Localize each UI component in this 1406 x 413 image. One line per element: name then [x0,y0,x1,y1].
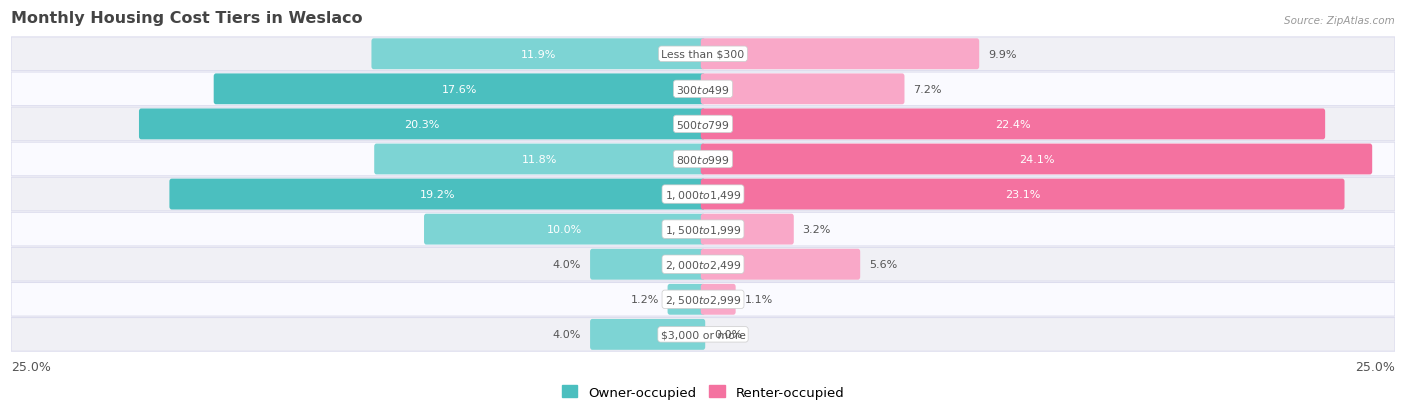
FancyBboxPatch shape [11,248,1395,281]
Text: 20.3%: 20.3% [405,120,440,130]
FancyBboxPatch shape [11,38,1395,71]
Text: 5.6%: 5.6% [869,260,897,270]
Text: 19.2%: 19.2% [419,190,456,199]
FancyBboxPatch shape [700,214,794,245]
FancyBboxPatch shape [425,214,706,245]
Text: $1,000 to $1,499: $1,000 to $1,499 [665,188,741,201]
FancyBboxPatch shape [11,283,1395,316]
FancyBboxPatch shape [591,319,706,350]
FancyBboxPatch shape [11,108,1395,141]
Legend: Owner-occupied, Renter-occupied: Owner-occupied, Renter-occupied [557,380,849,404]
FancyBboxPatch shape [11,318,1395,351]
Text: 9.9%: 9.9% [988,50,1017,59]
Text: $3,000 or more: $3,000 or more [661,330,745,339]
Text: $300 to $499: $300 to $499 [676,84,730,95]
FancyBboxPatch shape [668,284,706,315]
Text: 1.2%: 1.2% [630,294,659,304]
Text: 1.1%: 1.1% [745,294,773,304]
FancyBboxPatch shape [700,74,904,105]
Text: $2,000 to $2,499: $2,000 to $2,499 [665,258,741,271]
Text: $1,500 to $1,999: $1,500 to $1,999 [665,223,741,236]
Text: 25.0%: 25.0% [1355,360,1395,373]
Text: Less than $300: Less than $300 [661,50,745,59]
Text: 25.0%: 25.0% [11,360,51,373]
Text: Source: ZipAtlas.com: Source: ZipAtlas.com [1284,16,1395,26]
FancyBboxPatch shape [591,249,706,280]
FancyBboxPatch shape [169,179,706,210]
FancyBboxPatch shape [11,213,1395,247]
Text: 11.9%: 11.9% [520,50,555,59]
FancyBboxPatch shape [700,109,1324,140]
FancyBboxPatch shape [139,109,706,140]
FancyBboxPatch shape [700,179,1344,210]
Text: $500 to $799: $500 to $799 [676,119,730,131]
Text: 23.1%: 23.1% [1005,190,1040,199]
Text: 7.2%: 7.2% [914,85,942,95]
Text: 3.2%: 3.2% [803,225,831,235]
FancyBboxPatch shape [11,73,1395,107]
FancyBboxPatch shape [374,144,706,175]
Text: Monthly Housing Cost Tiers in Weslaco: Monthly Housing Cost Tiers in Weslaco [11,11,363,26]
Text: 17.6%: 17.6% [441,85,477,95]
FancyBboxPatch shape [700,39,979,70]
FancyBboxPatch shape [11,178,1395,211]
Text: 22.4%: 22.4% [995,120,1031,130]
Text: 4.0%: 4.0% [553,330,581,339]
Text: $2,500 to $2,999: $2,500 to $2,999 [665,293,741,306]
FancyBboxPatch shape [371,39,706,70]
FancyBboxPatch shape [700,144,1372,175]
FancyBboxPatch shape [11,143,1395,176]
FancyBboxPatch shape [700,249,860,280]
Text: 10.0%: 10.0% [547,225,582,235]
Text: 24.1%: 24.1% [1019,154,1054,165]
Text: 0.0%: 0.0% [714,330,742,339]
Text: 4.0%: 4.0% [553,260,581,270]
Text: $800 to $999: $800 to $999 [676,154,730,166]
FancyBboxPatch shape [214,74,706,105]
FancyBboxPatch shape [700,284,735,315]
Text: 11.8%: 11.8% [522,154,557,165]
